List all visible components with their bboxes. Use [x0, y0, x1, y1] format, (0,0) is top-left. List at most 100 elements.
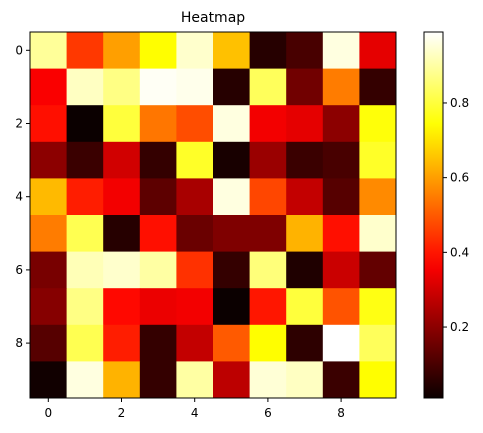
heatmap-cell — [286, 68, 324, 106]
heatmap-cell — [103, 105, 141, 143]
heatmap-cell — [66, 361, 104, 399]
heatmap-cell — [249, 141, 287, 179]
heatmap-cell — [359, 361, 397, 399]
heatmap-cell — [213, 288, 250, 326]
heatmap-cell — [139, 288, 177, 326]
colorbar-tick-label: 0.8 — [450, 96, 469, 110]
heatmap-cell — [30, 324, 67, 362]
x-tick-label: 0 — [44, 406, 52, 420]
heatmap-cell — [213, 361, 250, 399]
heatmap-cell — [66, 215, 104, 252]
heatmap-cell — [176, 215, 214, 252]
heatmap-cell — [213, 105, 250, 143]
heatmap-cell — [286, 141, 324, 179]
heatmap-cell — [249, 324, 287, 362]
heatmap-cell — [30, 141, 67, 179]
heatmap-cell — [103, 178, 141, 216]
heatmap-cell — [286, 288, 324, 326]
heatmap-cell — [30, 361, 67, 399]
colorbar-tick-label: 0.6 — [450, 171, 469, 185]
heatmap-cell — [139, 215, 177, 252]
y-tick-label: 6 — [15, 263, 23, 277]
heatmap-cell — [286, 215, 324, 252]
heatmap-cell — [322, 324, 360, 362]
heatmap-cell — [66, 68, 104, 106]
heatmap-cell — [176, 288, 214, 326]
heatmap-cell — [66, 324, 104, 362]
heatmap-cell — [66, 288, 104, 326]
x-axis: 0 2 4 6 8 — [44, 398, 345, 420]
heatmap-cell — [213, 215, 250, 252]
heatmap-cell — [176, 251, 214, 289]
heatmap-cell — [103, 68, 141, 106]
heatmap-cell — [359, 105, 397, 143]
heatmap-cell — [359, 215, 397, 252]
heatmap-cell — [103, 251, 141, 289]
heatmap-cell — [30, 68, 67, 106]
heatmap-cell — [176, 324, 214, 362]
heatmap-cell — [66, 141, 104, 179]
y-tick-label: 2 — [15, 117, 23, 131]
colorbar-axis: 0.2 0.4 0.6 0.8 — [443, 96, 469, 334]
heatmap-cell — [176, 105, 214, 143]
heatmap-cell — [286, 324, 324, 362]
heatmap-cell — [103, 288, 141, 326]
heatmap-cell — [359, 141, 397, 179]
heatmap-cell — [103, 141, 141, 179]
heatmap-cell — [322, 141, 360, 179]
heatmap-cell — [249, 32, 287, 69]
heatmap-cell — [249, 361, 287, 399]
heatmap-cell — [249, 68, 287, 106]
heatmap-cell — [176, 141, 214, 179]
heatmap-cell — [249, 178, 287, 216]
heatmap-cell — [176, 361, 214, 399]
heatmap-cell — [139, 361, 177, 399]
heatmap-cell — [139, 32, 177, 69]
heatmap-cell — [359, 68, 397, 106]
colorbar-tick-label: 0.2 — [450, 320, 469, 334]
y-tick-label: 8 — [15, 336, 23, 350]
heatmap-cell — [322, 105, 360, 143]
heatmap-cell — [139, 105, 177, 143]
colorbar-tick-label: 0.4 — [450, 245, 469, 259]
heatmap-cell — [249, 215, 287, 252]
heatmap-cell — [322, 68, 360, 106]
heatmap-cell — [359, 32, 397, 69]
chart-title: Heatmap — [181, 10, 245, 26]
heatmap-cell — [286, 178, 324, 216]
plot-frame — [29, 31, 397, 399]
y-axis: 0 2 4 6 8 — [15, 43, 30, 350]
heatmap-cell — [359, 251, 397, 289]
heatmap-cells — [30, 32, 397, 399]
heatmap-cell — [139, 68, 177, 106]
heatmap-cell — [30, 251, 67, 289]
heatmap-cell — [103, 215, 141, 252]
heatmap-cell — [139, 178, 177, 216]
heatmap-cell — [322, 32, 360, 69]
heatmap-cell — [322, 178, 360, 216]
heatmap-cell — [322, 215, 360, 252]
heatmap-cell — [213, 68, 250, 106]
y-tick-label: 4 — [15, 190, 23, 204]
heatmap-cell — [213, 251, 250, 289]
heatmap-cell — [249, 288, 287, 326]
heatmap-cell — [213, 32, 250, 69]
heatmap-cell — [249, 105, 287, 143]
heatmap-cell — [176, 32, 214, 69]
heatmap-cell — [359, 288, 397, 326]
heatmap-cell — [286, 361, 324, 399]
heatmap-cell — [249, 251, 287, 289]
heatmap-cell — [286, 251, 324, 289]
heatmap-cell — [103, 32, 141, 69]
heatmap-cell — [66, 105, 104, 143]
heatmap-cell — [322, 251, 360, 289]
heatmap-cell — [213, 141, 250, 179]
x-tick-label: 2 — [118, 406, 126, 420]
heatmap-cell — [322, 361, 360, 399]
heatmap-cell — [359, 178, 397, 216]
colorbar — [423, 31, 444, 399]
heatmap-cell — [213, 178, 250, 216]
heatmap-cell — [66, 178, 104, 216]
x-tick-label: 4 — [191, 406, 199, 420]
